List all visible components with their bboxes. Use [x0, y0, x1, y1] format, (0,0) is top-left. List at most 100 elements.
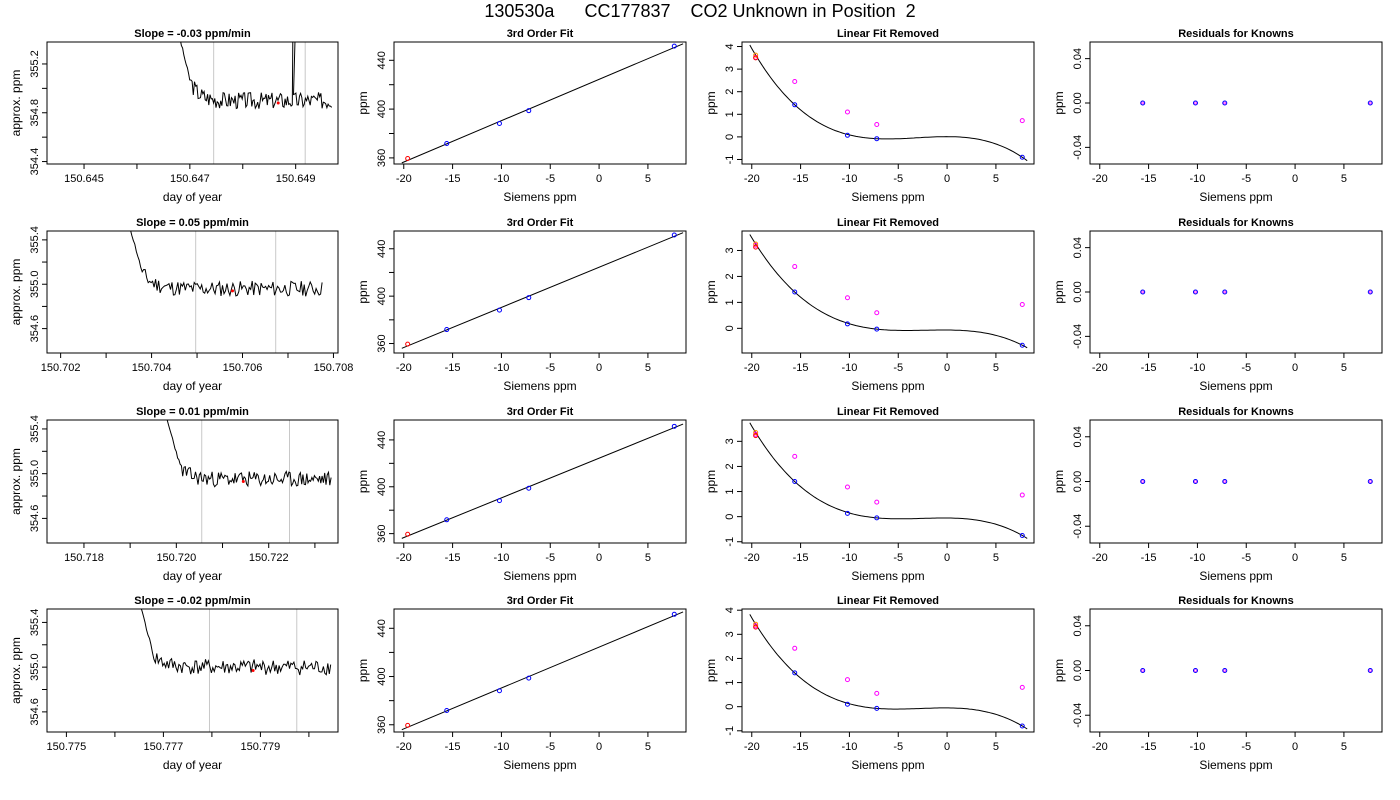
y-tick-label: 360	[376, 524, 388, 542]
y-axis-label: ppm	[704, 470, 718, 493]
x-tick-label: 150.706	[223, 362, 263, 374]
y-tick-label: 0.04	[1072, 615, 1084, 636]
y-tick-label: 2	[724, 463, 736, 469]
plot-area	[1140, 289, 1373, 295]
plot-frame	[393, 230, 687, 354]
unknown-point	[844, 484, 850, 490]
plot-area	[749, 234, 1028, 349]
fit-curve	[749, 234, 1028, 349]
panel-title: Linear Fit Removed	[837, 406, 939, 418]
data-point	[496, 498, 502, 504]
y-tick-label: 440	[376, 51, 388, 69]
residual-point	[1367, 289, 1373, 295]
x-tick-label: 150.777	[144, 741, 184, 753]
panel-title: Slope = 0.05 ppm/min	[136, 217, 249, 229]
x-tick-label: 150.708	[314, 362, 354, 374]
data-point	[496, 688, 502, 694]
y-tick-label: 400	[376, 287, 388, 305]
plot-frame	[393, 41, 687, 165]
residual-point	[1140, 668, 1146, 673]
unknown-point	[844, 109, 850, 115]
y-tick-label: 440	[376, 240, 388, 258]
y-tick-label: 3	[724, 66, 736, 72]
trace-line	[180, 42, 333, 110]
plot-frame	[741, 608, 1035, 733]
x-tick-label: -10	[493, 741, 509, 753]
y-tick-label: 400	[376, 478, 388, 496]
y-axis-label: ppm	[356, 280, 370, 303]
residual-point	[1192, 479, 1198, 484]
panel-title: Slope = -0.02 ppm/min	[134, 595, 251, 607]
panel-title: 3rd Order Fit	[507, 595, 574, 607]
y-axis-label: ppm	[704, 280, 718, 303]
x-axis-label: Siemens ppm	[1199, 190, 1272, 204]
known-point	[792, 102, 798, 108]
x-tick-label: 0	[944, 552, 950, 564]
y-axis-label: approx. ppm	[9, 448, 23, 515]
x-tick-label: -5	[545, 741, 555, 753]
known-point	[844, 510, 850, 516]
y-axis-label: ppm	[1052, 91, 1066, 114]
panel-4-3: Linear Fit Removed-20 -15 -10 -5 0 5-101234Si…	[704, 595, 1035, 772]
unknown-point	[792, 264, 798, 270]
y-tick-label: 355.4	[29, 609, 41, 637]
data-point	[405, 531, 411, 537]
x-tick-label: -5	[545, 552, 555, 564]
panel-3-3: Linear Fit Removed-20 -15 -10 -5 0 5-10123Sie…	[704, 406, 1035, 583]
residual-point-inner	[1194, 480, 1197, 483]
x-tick-label: -15	[1141, 362, 1157, 374]
x-tick-label: -15	[445, 362, 461, 374]
data-point	[444, 141, 450, 147]
x-tick-label: 5	[645, 741, 651, 753]
panel-4-1: Slope = -0.02 ppm/min 150.775 150.777 150.7…	[9, 595, 339, 772]
x-tick-label: -20	[744, 173, 760, 185]
y-tick-label: 400	[376, 100, 388, 118]
x-axis-label: Siemens ppm	[851, 190, 924, 204]
x-tick-label: 5	[993, 362, 999, 374]
x-tick-label: 5	[993, 173, 999, 185]
x-tick-label: -5	[1241, 552, 1251, 564]
x-tick-label: 0	[596, 741, 602, 753]
x-tick-label: -10	[493, 552, 509, 564]
x-tick-label: -10	[1189, 552, 1205, 564]
residual-point	[1140, 100, 1146, 106]
x-tick-label: -15	[1141, 552, 1157, 564]
data-point	[444, 708, 450, 714]
y-axis-label: ppm	[356, 470, 370, 493]
x-tick-label: -15	[793, 552, 809, 564]
figure-title: 130530a CC177837 CO2 Unknown in Position…	[484, 1, 916, 21]
known-point	[792, 479, 798, 484]
x-tick-label: 0	[1292, 173, 1298, 185]
x-tick-label: 0	[944, 362, 950, 374]
y-tick-label: 355.4	[29, 415, 41, 443]
averaging-marker	[276, 101, 280, 105]
x-tick-label: 0	[1292, 741, 1298, 753]
residual-point-inner	[1223, 101, 1227, 105]
y-tick-label: 0	[724, 704, 736, 710]
reference-point	[753, 433, 759, 439]
known-point	[1019, 723, 1025, 729]
plot-frame	[46, 419, 339, 544]
residual-point	[1192, 289, 1198, 295]
plot-area	[140, 609, 332, 732]
panel-2-1: Slope = 0.05 ppm/min 150.702 150.704 150.70…	[9, 217, 353, 393]
panel-title: 3rd Order Fit	[507, 217, 574, 229]
y-tick-label: 2	[724, 273, 736, 279]
residual-point	[1140, 479, 1146, 484]
x-tick-label: 0	[1292, 362, 1298, 374]
x-tick-label: -20	[1092, 362, 1108, 374]
y-tick-label: 3	[724, 247, 736, 253]
data-point	[671, 43, 677, 49]
x-tick-label: 150.645	[64, 173, 104, 185]
x-axis-label: Siemens ppm	[851, 379, 924, 393]
x-axis-label: Siemens ppm	[1199, 758, 1272, 772]
x-axis-label: Siemens ppm	[503, 190, 576, 204]
known-point	[844, 701, 850, 707]
y-tick-label: 0.00	[1072, 92, 1084, 113]
x-tick-label: -15	[445, 173, 461, 185]
y-tick-label: -1	[724, 726, 736, 736]
x-tick-label: 0	[944, 741, 950, 753]
data-point	[526, 485, 532, 491]
residual-point	[1192, 668, 1198, 673]
plot-frame	[46, 230, 339, 354]
